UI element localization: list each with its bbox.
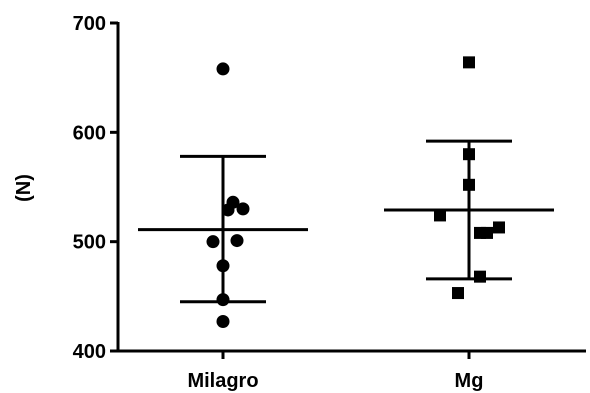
- data-point: [463, 56, 475, 69]
- data-point: [236, 202, 250, 216]
- y-tick-label: 400: [73, 341, 106, 363]
- axes: 400 500 600 700 Milagro Mg: [73, 13, 586, 392]
- y-tick-label: 500: [73, 232, 106, 254]
- series-mg: [384, 56, 554, 300]
- data-point: [463, 178, 475, 191]
- y-tick-label: 600: [73, 122, 106, 144]
- data-point: [206, 235, 220, 249]
- data-point: [216, 62, 230, 76]
- data-point: [221, 203, 235, 217]
- x-tick-label: Milagro: [187, 370, 258, 392]
- data-point: [216, 293, 230, 307]
- y-tick-label: 700: [73, 13, 106, 35]
- x-tick-label: Mg: [455, 370, 484, 392]
- data-point: [216, 314, 230, 328]
- data-point: [452, 287, 464, 300]
- data-marks: [138, 56, 554, 328]
- data-point: [230, 234, 244, 248]
- data-point: [463, 148, 475, 161]
- data-point: [434, 209, 446, 222]
- data-point: [216, 259, 230, 273]
- data-point: [493, 221, 505, 234]
- series-milagro: [138, 62, 308, 328]
- data-point: [474, 270, 486, 283]
- y-axis-label: (N): [13, 174, 35, 202]
- data-point: [474, 226, 486, 239]
